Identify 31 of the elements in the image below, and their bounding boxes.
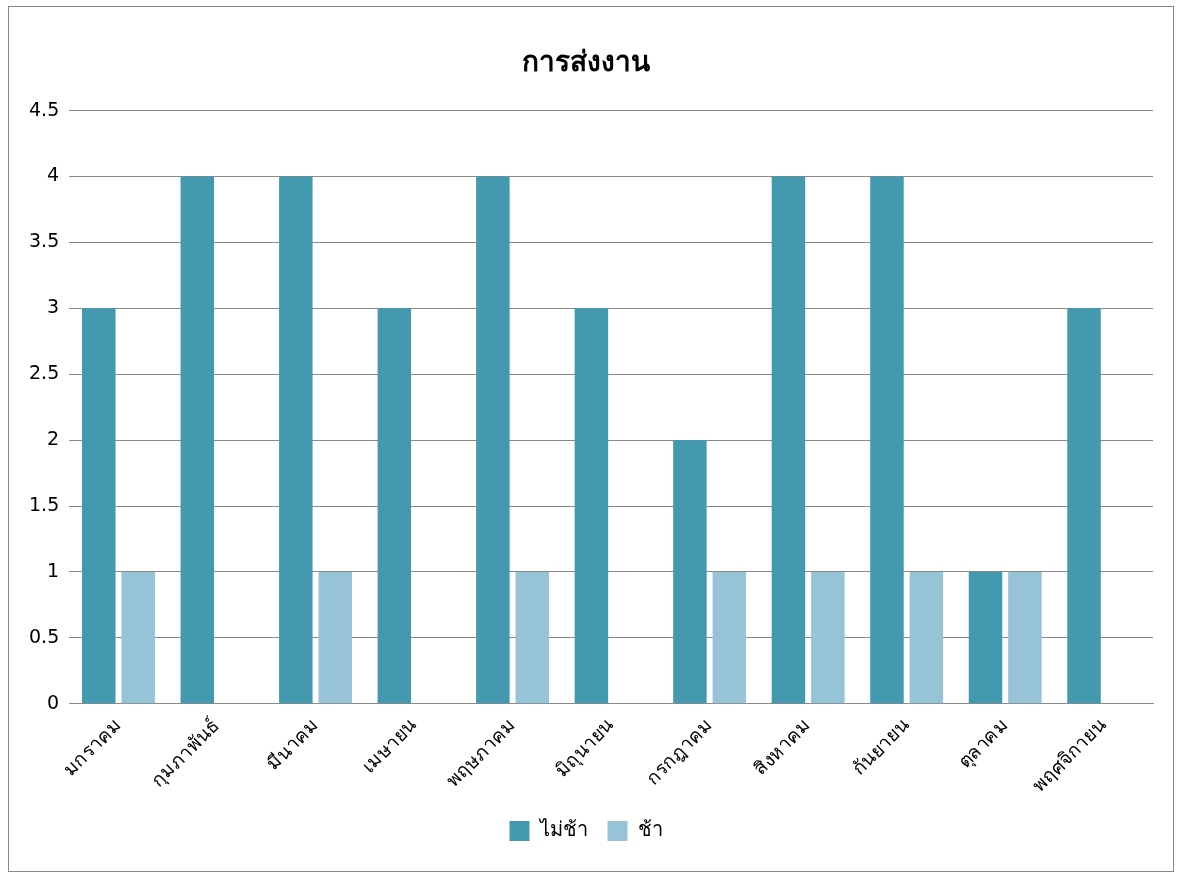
bar (909, 571, 944, 704)
y-tick-label: 1.5 (29, 492, 60, 515)
y-tick-label: 3 (47, 295, 60, 318)
bar (279, 176, 313, 704)
bar (476, 176, 510, 704)
legend-label: ไม่ช้า (537, 817, 588, 842)
bar (771, 176, 806, 704)
bar (1008, 571, 1042, 704)
bar (968, 571, 1003, 704)
bar (811, 571, 845, 704)
bar (673, 440, 707, 704)
y-tick-label: 4 (47, 163, 60, 186)
y-tick-label: 3.5 (29, 229, 60, 252)
y-tick-label: 0.5 (29, 624, 60, 647)
y-tick-label: 2 (47, 427, 60, 450)
bar (1067, 308, 1101, 704)
y-tick-label: 4.5 (29, 97, 60, 120)
bar (574, 308, 609, 704)
bar (377, 308, 412, 704)
y-tick-label: 1 (47, 558, 60, 581)
y-tick-label: 2.5 (29, 361, 60, 384)
legend-label: ช้า (637, 817, 663, 842)
chart-title: การส่งงาน (522, 45, 650, 79)
bar (712, 571, 747, 704)
bar (121, 571, 155, 704)
bar (318, 571, 352, 704)
bar (870, 176, 904, 704)
bar (82, 308, 116, 704)
bar (180, 176, 215, 704)
bar (515, 571, 550, 704)
y-tick-label: 0 (47, 690, 60, 713)
